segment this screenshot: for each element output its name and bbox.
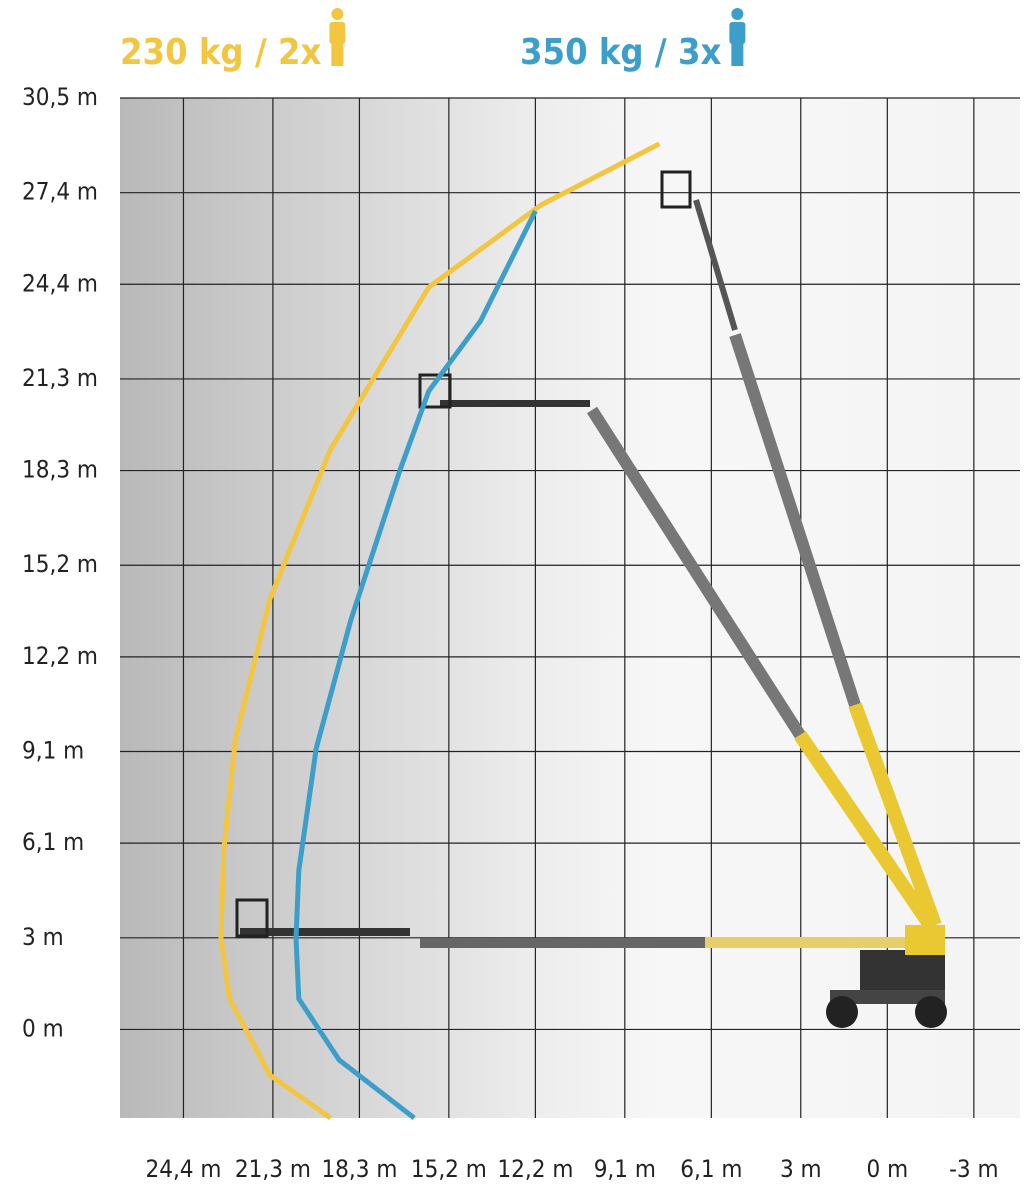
x-tick-label: 15,2 m bbox=[411, 1155, 487, 1183]
y-tick-label: 3 m bbox=[22, 923, 64, 951]
legend-icon bbox=[331, 42, 344, 66]
legend-icon bbox=[729, 22, 746, 44]
y-tick-label: 15,2 m bbox=[22, 550, 98, 578]
legend-icon bbox=[331, 8, 344, 20]
x-tick-label: 12,2 m bbox=[497, 1155, 573, 1183]
y-tick-label: 21,3 m bbox=[22, 364, 98, 392]
x-tick-label: 0 m bbox=[866, 1155, 908, 1183]
y-tick-label: 30,5 m bbox=[22, 83, 98, 111]
x-tick-label: 18,3 m bbox=[321, 1155, 397, 1183]
y-tick-label: 9,1 m bbox=[22, 737, 84, 765]
y-tick-label: 24,4 m bbox=[22, 269, 98, 297]
legend-icon bbox=[731, 8, 744, 20]
y-tick-label: 6,1 m bbox=[22, 828, 84, 856]
legend-icon bbox=[731, 42, 744, 66]
y-tick-label: 18,3 m bbox=[22, 456, 98, 484]
envelope-line bbox=[293, 209, 538, 1120]
y-tick-label: 0 m bbox=[22, 1014, 64, 1042]
envelope-line bbox=[218, 141, 661, 1121]
y-tick-label: 27,4 m bbox=[22, 178, 98, 206]
x-tick-label: 21,3 m bbox=[235, 1155, 311, 1183]
x-tick-label: 3 m bbox=[780, 1155, 822, 1183]
legend-icon bbox=[329, 22, 346, 44]
x-tick-label: 9,1 m bbox=[594, 1155, 656, 1183]
boom-lift-drawing bbox=[235, 170, 947, 1028]
legend-label: 230 kg / 2x bbox=[120, 32, 321, 73]
x-tick-label: -3 m bbox=[949, 1155, 998, 1183]
x-tick-label: 24,4 m bbox=[145, 1155, 221, 1183]
legend-label: 350 kg / 3x bbox=[520, 32, 721, 73]
x-tick-label: 6,1 m bbox=[680, 1155, 742, 1183]
y-tick-label: 12,2 m bbox=[22, 642, 98, 670]
